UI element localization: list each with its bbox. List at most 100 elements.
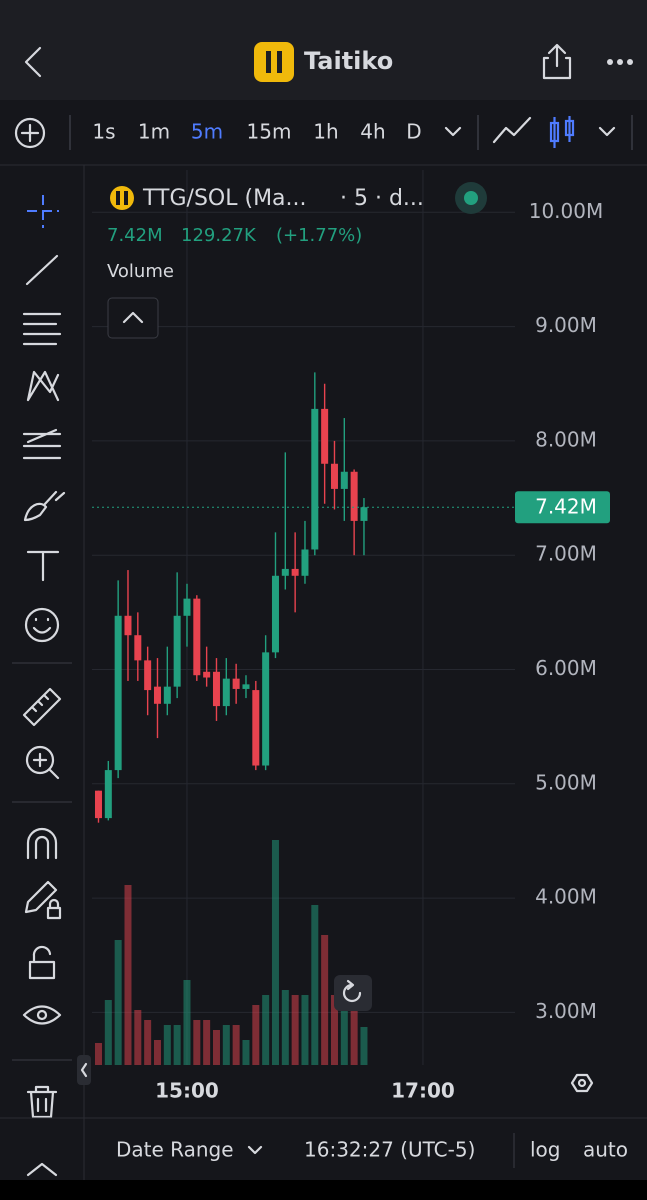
auto-toggle[interactable]: auto	[583, 1138, 628, 1162]
candle-body	[134, 635, 142, 661]
date-range-button[interactable]: Date Range	[116, 1138, 234, 1162]
volume-bar	[311, 905, 319, 1065]
candle-body	[232, 678, 240, 689]
timeframes: 1s 1m 5m 15m 1h 4h D	[92, 120, 421, 144]
volume-bar	[321, 935, 329, 1065]
zoom-icon	[32, 752, 60, 780]
symbol-interval: · 5 · d...	[340, 186, 424, 211]
candle-body	[203, 671, 211, 678]
volume-bar	[124, 885, 132, 1065]
trendline-tool[interactable]	[25, 254, 59, 286]
bottom-bar	[0, 1180, 647, 1200]
add-button[interactable]	[14, 117, 46, 149]
volume-bar	[153, 1040, 161, 1065]
timeframe-button[interactable]: 4h	[360, 120, 385, 144]
delete-tool[interactable]	[26, 1085, 58, 1119]
emoji-tool[interactable]	[24, 607, 60, 643]
share-button[interactable]	[542, 43, 572, 80]
crosshair-tool[interactable]	[27, 195, 59, 228]
y-tick-label: 10.00M	[529, 199, 604, 223]
volume-bar	[163, 1025, 171, 1065]
header-bar	[0, 0, 647, 100]
visibility-tool[interactable]	[22, 1005, 62, 1025]
panel-toggle[interactable]	[77, 1055, 91, 1085]
y-tick-label: 9.00M	[535, 313, 597, 337]
lock-drawing-tool[interactable]	[24, 880, 62, 920]
candle-body	[360, 507, 368, 521]
timeframe-button[interactable]: 1h	[313, 120, 338, 144]
candle-body	[242, 684, 250, 689]
header-title: Taitiko	[304, 47, 393, 75]
chart-legend: TTG/SOL (Ma... · 5 · d... 7.42M 129.27K …	[107, 182, 487, 339]
candle-body	[340, 471, 348, 489]
timeframe-button[interactable]: D	[406, 120, 421, 144]
timeframe-button[interactable]: 1m	[138, 120, 170, 144]
y-tick-label: 5.00M	[535, 770, 597, 794]
log-toggle[interactable]: log	[530, 1138, 561, 1162]
pause-bar	[124, 191, 128, 205]
fib-tool[interactable]	[22, 312, 62, 346]
add-icon	[20, 123, 40, 143]
volume-bar	[94, 1043, 102, 1065]
more-button[interactable]	[607, 59, 633, 65]
pause-bar	[277, 51, 282, 73]
text-tool[interactable]	[26, 550, 60, 582]
zoom-tool[interactable]	[25, 745, 55, 775]
last-price-tag	[515, 491, 610, 524]
y-tick-label: 6.00M	[535, 656, 597, 680]
line-chart-button[interactable]	[492, 116, 532, 144]
symbol-name: TTG/SOL (Ma...	[142, 186, 307, 211]
collapse-tools[interactable]	[26, 1162, 58, 1177]
volume-bar	[252, 1005, 260, 1065]
unlock-tool[interactable]	[28, 945, 56, 980]
volume-bar	[301, 995, 309, 1065]
volume-bar	[222, 1025, 230, 1065]
y-tick-label: 7.00M	[535, 542, 597, 566]
emoji-face	[32, 617, 52, 634]
y-tick-label: 4.00M	[535, 885, 597, 909]
pause-bar	[116, 191, 120, 205]
candle-body	[311, 408, 319, 550]
x-tick-label: 15:00	[155, 1079, 219, 1103]
ruler-tool[interactable]	[22, 687, 62, 727]
candle-body	[94, 790, 102, 819]
back-button[interactable]	[24, 46, 42, 78]
legend-change: 129.27K	[181, 225, 257, 246]
candle-body	[252, 690, 260, 766]
dropdown[interactable]	[444, 126, 462, 137]
volume-bar	[203, 1020, 211, 1065]
candle-chart-button[interactable]	[549, 116, 575, 148]
candle-body	[163, 686, 171, 704]
panel-toggle-icon	[80, 1062, 88, 1078]
candle-body	[173, 615, 181, 687]
volume-bar	[242, 1040, 250, 1065]
drawing-tools	[12, 195, 72, 1177]
reset-button[interactable]	[334, 975, 372, 1011]
legend-change-pct: (+1.77%)	[276, 225, 362, 246]
volume-bar	[114, 940, 122, 1065]
brush-tool[interactable]	[23, 490, 66, 522]
pause-bar	[266, 51, 271, 73]
settings-icon	[577, 1078, 587, 1088]
pattern-tool[interactable]	[26, 370, 60, 402]
volume-bar	[193, 1020, 201, 1065]
dropdown[interactable]	[598, 126, 616, 137]
candle-body	[212, 671, 220, 707]
candle-body	[183, 598, 191, 616]
timeframe-button[interactable]: 1s	[92, 120, 115, 144]
plot-area: 3.00M 4.00M 5.00M 6.00M 7.00M 8.00M 9.00M 10.00…	[92, 170, 610, 1103]
magnet-tool[interactable]	[26, 827, 58, 860]
timeframe-button[interactable]: 5m	[191, 120, 223, 144]
prediction-tool[interactable]	[22, 428, 62, 460]
volume-bar	[281, 990, 289, 1065]
collapse-legend[interactable]	[107, 297, 159, 339]
candle-body	[301, 549, 309, 576]
volume-bar	[340, 995, 348, 1065]
y-tick-label: 3.00M	[535, 999, 597, 1023]
reset-icon	[342, 979, 362, 1003]
candle-body	[144, 660, 152, 691]
settings-button[interactable]	[570, 1073, 594, 1093]
x-tick-label: 17:00	[391, 1079, 455, 1103]
timeframe-button[interactable]: 15m	[247, 120, 292, 144]
